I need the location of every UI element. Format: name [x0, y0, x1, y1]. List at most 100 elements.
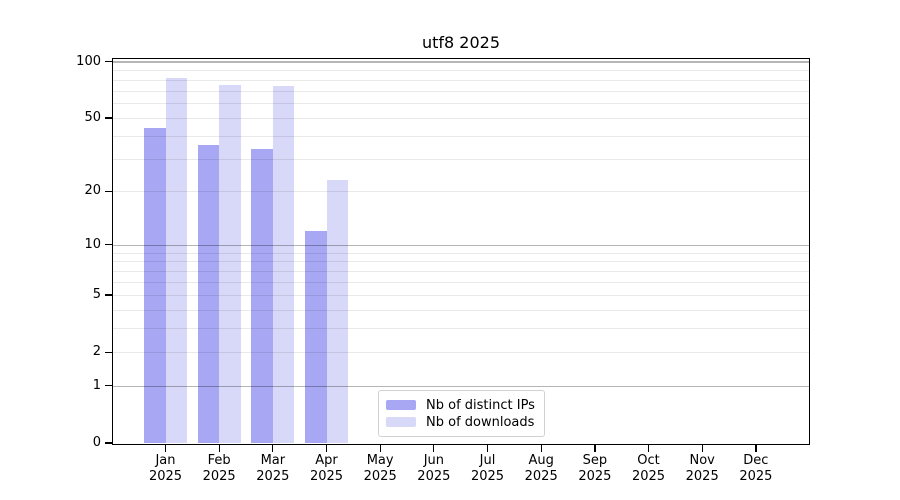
y-tick-label-5: 5: [92, 286, 101, 302]
x-tick-label-apr: Apr 2025: [295, 453, 359, 484]
y-tick-mark-50: [105, 117, 113, 119]
x-tick-mark-jun: [433, 444, 435, 452]
x-tick-label-jan: Jan 2025: [134, 453, 198, 484]
bar-distinct-ips-jan: [144, 128, 166, 443]
gridline-minor-3: [113, 328, 809, 330]
x-tick-mark-jan: [164, 444, 167, 452]
x-tick-month: May: [366, 453, 394, 468]
x-tick-label-may: May 2025: [348, 453, 412, 484]
x-tick-month: Jan: [155, 453, 176, 468]
x-tick-label-mar: Mar 2025: [241, 453, 305, 484]
bar-distinct-ips-feb: [197, 144, 220, 443]
x-tick-mark-mar: [272, 444, 274, 452]
x-tick-year: 2025: [524, 468, 558, 484]
x-tick-label-nov: Nov 2025: [670, 453, 734, 484]
bar-distinct-ips-mar: [251, 149, 273, 443]
y-tick-label-2: 2: [92, 344, 101, 360]
x-tick-year: 2025: [256, 468, 290, 484]
x-tick-month: Apr: [315, 453, 338, 468]
y-tick-mark-2: [105, 351, 113, 353]
y-tick-mark-100: [105, 60, 113, 63]
x-tick-month: Dec: [743, 453, 769, 468]
gridline-minor-90: [113, 70, 809, 72]
x-tick-label-oct: Oct 2025: [617, 453, 681, 484]
gridline-minor-20: [113, 191, 809, 193]
x-tick-month: Feb: [207, 453, 231, 468]
x-tick-label-dec: Dec 2025: [724, 453, 788, 484]
gridline-minor-7: [113, 271, 809, 273]
gridline-minor-9: [113, 252, 809, 254]
y-tick-label-100: 100: [76, 53, 101, 69]
y-tick-mark-1: [105, 385, 113, 387]
x-tick-year: 2025: [202, 468, 236, 484]
x-tick-mark-jul: [486, 444, 489, 452]
y-tick-label-10: 10: [84, 236, 101, 252]
gridline-minor-5: [113, 294, 809, 296]
bar-downloads-mar: [272, 86, 295, 443]
gridline-minor-8: [113, 261, 809, 263]
x-tick-year: 2025: [685, 468, 719, 484]
legend-item: Nb of downloads: [386, 414, 536, 430]
y-tick-label-20: 20: [84, 183, 101, 199]
x-tick-year: 2025: [309, 468, 344, 484]
x-tick-month: Sep: [582, 453, 608, 468]
gridline-minor-6: [113, 282, 809, 284]
bar-downloads-apr: [326, 180, 348, 443]
gridline-minor-4: [113, 309, 809, 311]
y-tick-label-0: 0: [92, 435, 101, 450]
x-tick-label-feb: Feb 2025: [187, 453, 251, 484]
bar-downloads-jan: [165, 77, 187, 443]
plot-area: 0 1 2 5 10 20 50 100 Jan 2025 Feb 2025 Mar 2025 Apr 202…: [76, 54, 810, 484]
x-tick-mark-may: [379, 444, 381, 452]
x-tick-year: 2025: [739, 468, 773, 484]
y-tick-mark-0: [105, 442, 113, 444]
y-tick-label-1: 1: [92, 377, 101, 393]
x-tick-label-aug: Aug 2025: [509, 453, 573, 484]
y-tick-mark-5: [105, 294, 113, 296]
x-tick-mark-dec: [755, 444, 757, 452]
x-tick-year: 2025: [470, 468, 505, 484]
x-tick-label-jul: Jul 2025: [456, 453, 520, 484]
x-tick-month: Jun: [423, 453, 444, 468]
x-tick-mark-oct: [647, 444, 650, 452]
bar-downloads-feb: [219, 85, 241, 443]
x-tick-month: Oct: [637, 453, 660, 468]
x-tick-mark-aug: [540, 444, 542, 452]
x-tick-month: Mar: [260, 453, 286, 468]
legend-swatch-downloads: [386, 417, 416, 427]
x-tick-mark-sep: [594, 444, 596, 452]
x-tick-month: Jul: [479, 453, 496, 468]
legend: Nb of distinct IPs Nb of downloads: [378, 390, 545, 437]
gridline-minor-30: [113, 159, 809, 161]
x-tick-year: 2025: [417, 468, 451, 484]
legend-swatch-distinct-ips: [386, 400, 416, 410]
y-tick-mark-10: [105, 244, 113, 246]
gridline-minor-80: [113, 79, 809, 81]
y-tick-mark-20: [105, 190, 113, 192]
x-tick-year: 2025: [363, 468, 397, 484]
gridline-minor-50: [113, 117, 809, 119]
gridline-minor-60: [113, 103, 809, 105]
x-tick-mark-nov: [701, 444, 703, 452]
x-tick-month: Nov: [689, 453, 715, 468]
gridline-minor-40: [113, 136, 809, 138]
legend-label: Nb of distinct IPs: [426, 397, 535, 413]
x-tick-mark-apr: [325, 444, 328, 452]
x-tick-label-jun: Jun 2025: [402, 453, 466, 484]
chart-title: utf8 2025: [421, 33, 501, 52]
y-tick-label-50: 50: [84, 109, 101, 125]
x-tick-mark-feb: [218, 444, 220, 452]
gridline-minor-2: [113, 352, 809, 354]
gridline-minor-70: [113, 90, 809, 92]
x-tick-label-sep: Sep 2025: [563, 453, 627, 484]
gridline-major-100: [113, 61, 809, 63]
bar-distinct-ips-apr: [305, 230, 327, 443]
x-tick-year: 2025: [578, 468, 612, 484]
gridline-major-1: [113, 385, 809, 387]
legend-item: Nb of distinct IPs: [386, 397, 536, 413]
x-tick-month: Aug: [528, 453, 554, 468]
x-tick-year: 2025: [148, 468, 183, 484]
legend-label: Nb of downloads: [426, 414, 535, 430]
x-tick-year: 2025: [631, 468, 666, 484]
